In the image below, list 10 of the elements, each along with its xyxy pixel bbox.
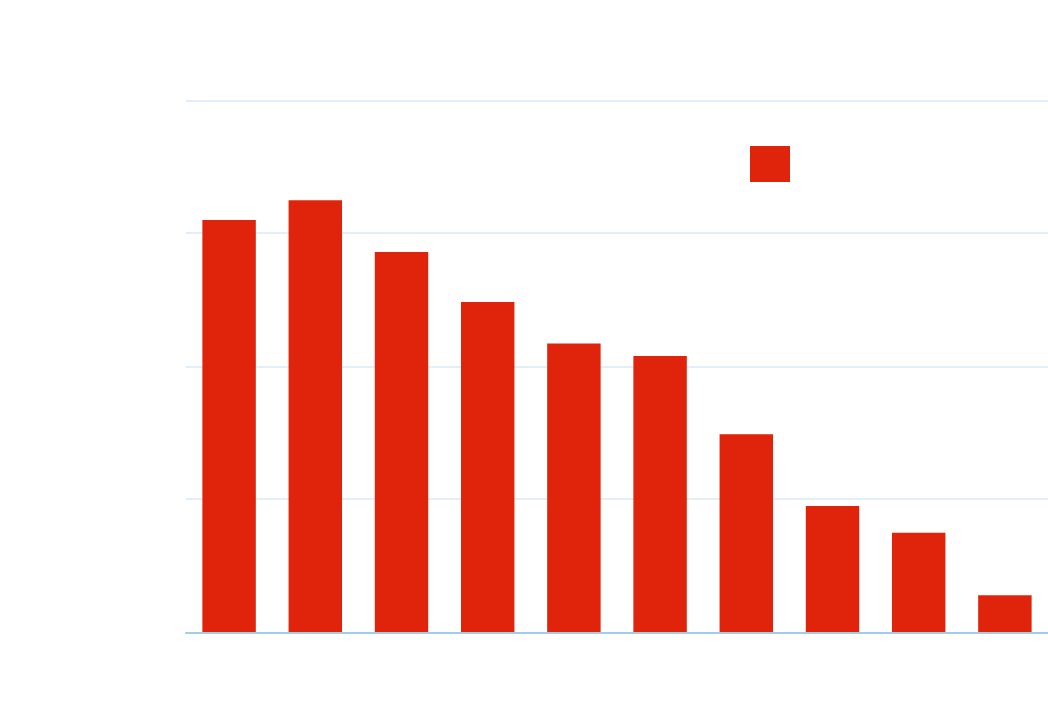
- bar: [719, 434, 774, 632]
- bar: [202, 220, 256, 632]
- bar: [633, 356, 687, 632]
- bar: [547, 343, 601, 632]
- bar: [891, 532, 946, 632]
- bar: [374, 252, 429, 632]
- bar: [978, 595, 1032, 632]
- bar: [460, 302, 515, 632]
- bar: [288, 200, 343, 632]
- bar: [805, 505, 860, 632]
